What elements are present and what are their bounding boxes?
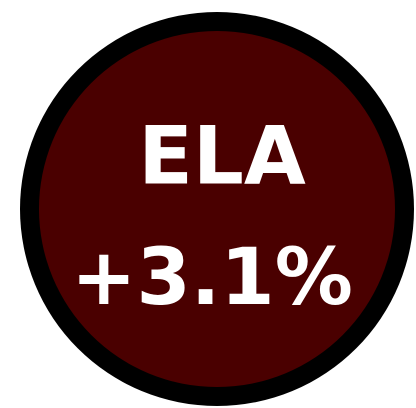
badge-fill — [39, 31, 395, 387]
badge-value: +3.1% — [71, 233, 353, 323]
badge-label: ELA — [138, 110, 306, 203]
